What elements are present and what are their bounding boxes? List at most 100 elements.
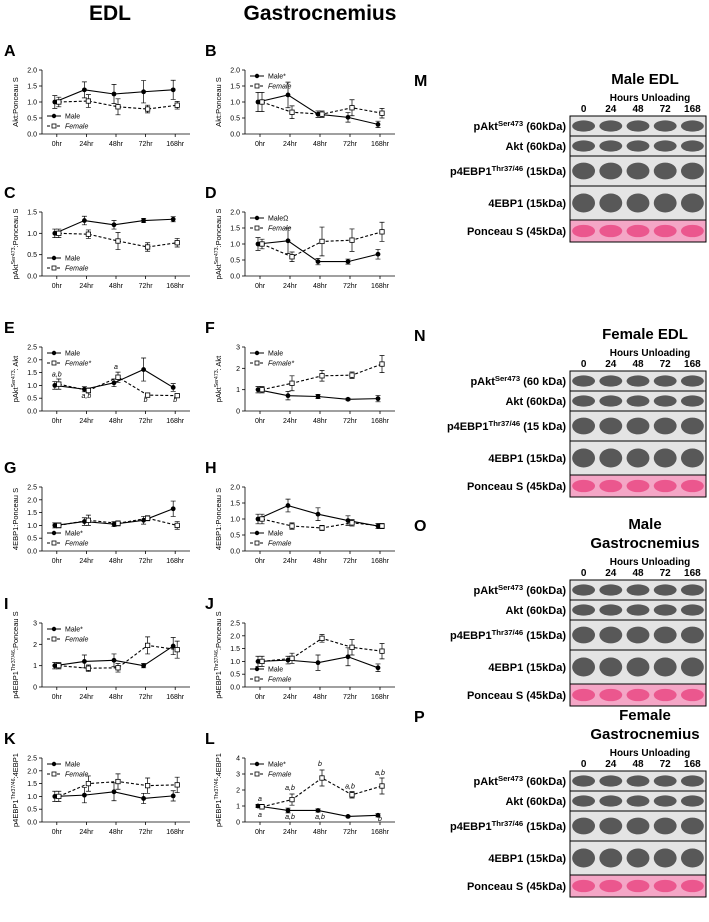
y-tick-label: 0.5 (27, 536, 37, 543)
x-tick-label: 24hr (283, 283, 298, 290)
blot-row-label-part: Ponceau S (45kDa) (467, 226, 566, 238)
blot-band (680, 479, 704, 493)
legend-label: Male* (268, 74, 286, 81)
y-tick-label: 0.0 (27, 409, 37, 416)
marker (56, 381, 62, 387)
marker (115, 520, 121, 526)
blot-title: Gastrocnemius (590, 535, 699, 552)
blot-band (680, 417, 704, 435)
blot-row-label: pAktSer473 (60 kDa) (470, 374, 566, 389)
lane-label: 24 (605, 759, 617, 770)
marker (289, 797, 295, 803)
y-tick-label: 0.0 (27, 274, 37, 281)
blot-band (572, 140, 596, 152)
column-header: EDL (89, 2, 131, 25)
blot-band (653, 626, 677, 644)
annotation: a (114, 364, 118, 371)
legend-label: Female (268, 541, 291, 548)
panel-letter: A (4, 43, 16, 60)
panel-letter: G (4, 460, 16, 477)
blot-band (572, 626, 596, 644)
blot-band (680, 848, 704, 868)
lane-label: 0 (581, 759, 587, 770)
blot-band (653, 395, 677, 407)
marker (289, 380, 295, 386)
legend-label: Male (65, 256, 80, 263)
y-tick-label: 0.5 (230, 533, 240, 540)
y-axis-label: pAktSer473: Akt (214, 355, 223, 402)
blot-band (599, 120, 623, 132)
blot-row-label-part: (15kDa) (523, 630, 566, 642)
marker (85, 781, 91, 787)
y-tick-label: 2.0 (230, 485, 240, 492)
legend-label: Male* (268, 762, 286, 769)
x-tick-label: 168hr (166, 418, 185, 425)
y-axis-label-part: : Akt (214, 355, 223, 371)
legend-marker (51, 350, 57, 356)
marker (345, 814, 351, 819)
panel-letter: L (205, 731, 215, 748)
x-tick-label: 24hr (79, 141, 94, 148)
marker (259, 241, 265, 247)
legend-label: Male (268, 351, 283, 358)
marker (259, 804, 265, 810)
marker (375, 396, 381, 402)
marker (255, 99, 261, 105)
panel-letter: I (4, 596, 8, 613)
y-tick-label: 1.0 (230, 242, 240, 249)
marker (111, 380, 117, 386)
blot-row-label-part: Akt (60kDa) (505, 796, 566, 808)
legend-marker (51, 540, 57, 546)
y-axis-label-part: Akt:Ponceau S (11, 77, 20, 127)
y-tick-label: 0.5 (27, 396, 37, 403)
marker (141, 89, 147, 95)
blot-band (626, 417, 650, 435)
x-tick-label: 168hr (371, 829, 390, 836)
blot-row-label: Ponceau S (45kDa) (467, 481, 566, 493)
blot-row-label-part: Thr37/46 (492, 628, 524, 637)
marker (144, 392, 151, 398)
lane-label: 0 (581, 359, 587, 370)
y-axis-label-part: : Akt (11, 355, 20, 371)
blot-row-label-part: p4EBP1 (447, 421, 489, 433)
blot-band (599, 879, 623, 893)
y-tick-label: 3 (236, 772, 240, 779)
blot-row-label: p4EBP1Thr37/46 (15kDa) (450, 164, 566, 179)
legend-label: Female (65, 637, 88, 644)
marker (345, 259, 351, 264)
blot-row-label-part: (15kDa) (523, 821, 566, 833)
blot-subtitle: Hours Unloading (610, 348, 691, 359)
x-tick-label: 72hr (343, 558, 358, 565)
blot-row-label: 4EBP1 (15kDa) (488, 853, 566, 865)
legend-label: Male (65, 114, 80, 121)
blot-band (680, 448, 704, 468)
legend-label: Male* (65, 531, 83, 538)
blot-row-label: Akt (60kDa) (505, 796, 566, 808)
blot-band (626, 162, 650, 180)
panel-letter: H (205, 460, 217, 477)
marker (379, 110, 385, 116)
marker (85, 98, 91, 104)
marker (85, 387, 91, 394)
blot-row-label-part: pAkt (474, 585, 499, 597)
y-axis-label: 4EBP1:Ponceau S (214, 488, 223, 550)
marker (345, 654, 351, 660)
blot-row-label: p4EBP1Thr37/46 (15kDa) (450, 819, 566, 834)
marker (349, 105, 355, 111)
x-tick-label: 72hr (343, 418, 358, 425)
blot-row-label-part: Thr37/46 (489, 419, 521, 428)
x-tick-label: 72hr (139, 694, 154, 701)
marker (141, 796, 147, 801)
x-tick-label: 48hr (313, 418, 328, 425)
series-line (58, 644, 178, 669)
blot-row-label: Akt (60kDa) (505, 605, 566, 617)
legend-label: Female (268, 677, 291, 684)
blot-subtitle: Hours Unloading (610, 557, 691, 568)
marker (85, 517, 91, 523)
marker (115, 778, 121, 785)
marker (141, 663, 147, 669)
blot-band (572, 162, 596, 180)
x-tick-label: 48hr (109, 558, 124, 565)
y-tick-label: 3 (236, 345, 240, 352)
blot-band (599, 224, 623, 238)
